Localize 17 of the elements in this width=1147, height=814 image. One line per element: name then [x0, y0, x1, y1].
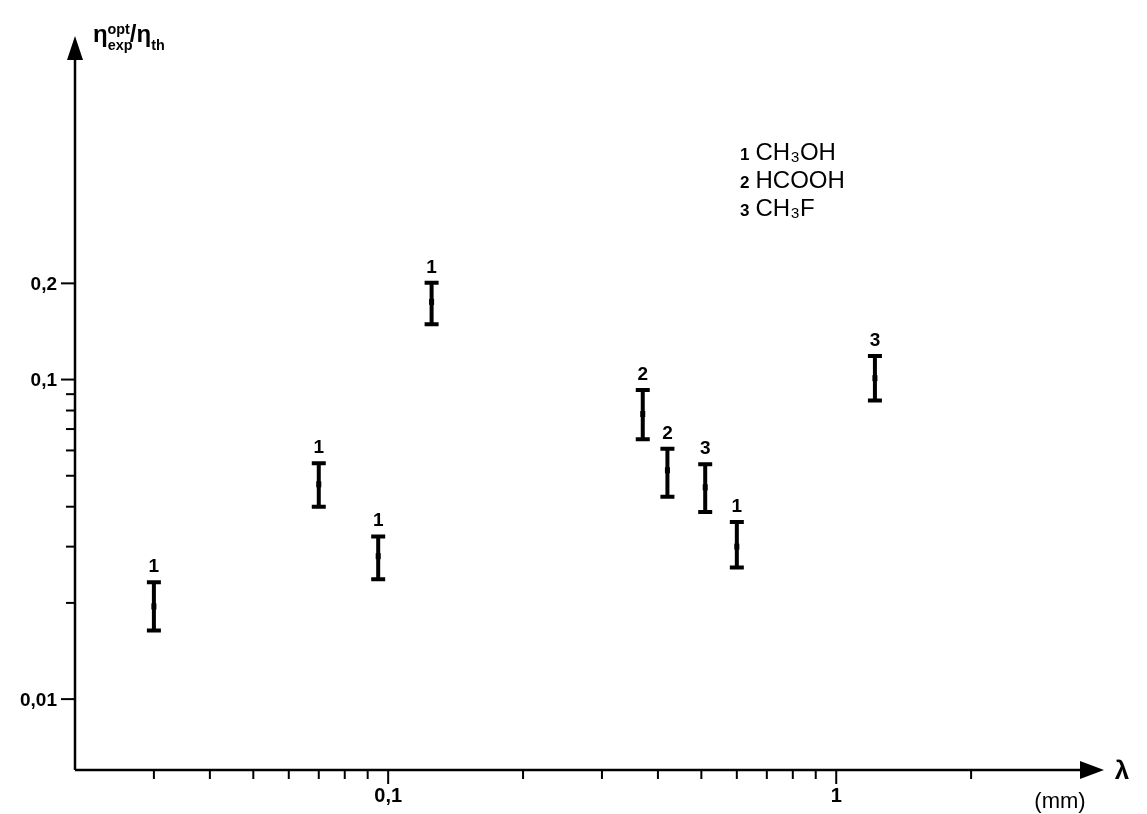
- annotation: 1: [731, 495, 743, 517]
- annotation: 3: [869, 329, 881, 350]
- x-axis-title: λ (mm): [1034, 755, 1130, 813]
- annotation: 1: [148, 555, 160, 577]
- annotation: 1: [372, 509, 384, 531]
- annotation: 2 HCOOH: [740, 166, 845, 193]
- annotation: 2: [662, 421, 673, 443]
- y-tick-label: 0,2: [30, 273, 57, 295]
- annotation: 1 CH₃OH: [740, 138, 836, 165]
- y-tick-label: 0,1: [30, 369, 58, 391]
- y-tick-label: 0,01: [20, 688, 58, 710]
- annotation: 2: [637, 362, 649, 384]
- annotation: 1: [426, 255, 438, 277]
- annotation: 3 CH₃F: [740, 194, 815, 221]
- y-axis-title: η$_{exp}$$^{opt}$/η$_{th}$: [93, 20, 165, 53]
- annotation: 3: [699, 437, 711, 459]
- annotation: 1: [313, 436, 325, 458]
